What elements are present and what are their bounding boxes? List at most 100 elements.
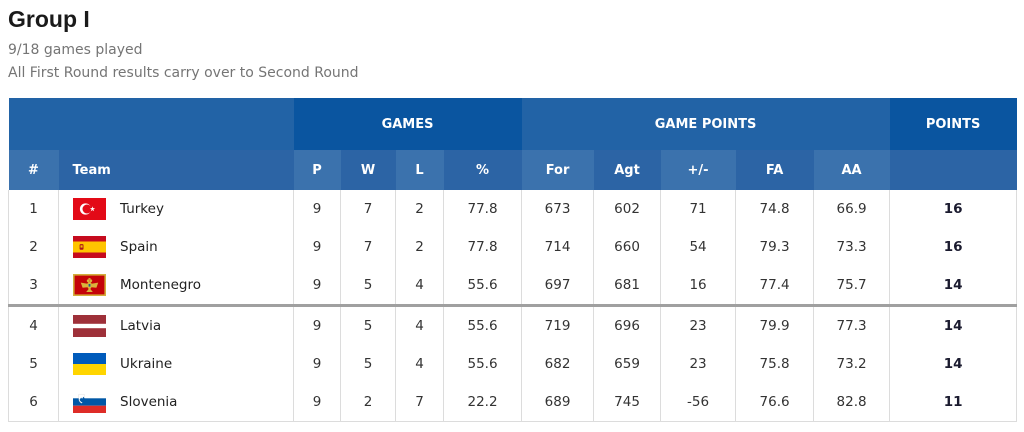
against-average-cell: 73.2 <box>813 345 890 383</box>
team-cell[interactable]: Ukraine <box>58 345 294 383</box>
latvia-flag-icon <box>73 315 106 337</box>
losses-cell: 4 <box>395 345 444 383</box>
games-played-cell: 9 <box>293 228 341 266</box>
team-name-link[interactable]: Turkey <box>120 201 164 217</box>
team-cell[interactable]: Montenegro <box>58 266 294 306</box>
points-for-cell: 719 <box>521 304 594 345</box>
games-played-cell: 9 <box>293 383 341 422</box>
plus-minus-cell: 23 <box>660 345 736 383</box>
col-header-points-against: Agt <box>593 150 661 190</box>
table-header: GAMES GAME POINTS POINTS # Team P W L % … <box>8 98 1017 190</box>
team-cell[interactable]: Latvia <box>58 304 294 345</box>
win-pct-cell: 55.6 <box>442 304 522 345</box>
losses-cell: 2 <box>395 228 444 266</box>
wins-cell: 5 <box>340 345 396 383</box>
turkey-flag-icon <box>73 198 106 220</box>
for-average-cell: 79.3 <box>735 228 814 266</box>
team-name-link[interactable]: Ukraine <box>120 356 173 372</box>
points-for-cell: 689 <box>521 383 594 422</box>
plus-minus-cell: 23 <box>660 304 736 345</box>
plus-minus-cell: -56 <box>660 383 736 422</box>
team-standings-row[interactable]: 1 Turkey 9 7 2 77.8 673 602 71 74.8 66.9… <box>8 190 1018 228</box>
rank-cell: 5 <box>8 345 59 383</box>
group-standings-page: Group I 9/18 games played All First Roun… <box>8 6 1018 422</box>
standings-body: 1 Turkey 9 7 2 77.8 673 602 71 74.8 66.9… <box>8 190 1018 422</box>
points-against-cell: 660 <box>593 228 661 266</box>
team-standings-row[interactable]: 5 Ukraine 9 5 4 55.6 682 659 23 75.8 73.… <box>8 345 1018 383</box>
against-average-cell: 66.9 <box>813 190 890 228</box>
team-name-link[interactable]: Latvia <box>120 318 162 334</box>
rank-cell: 6 <box>8 383 59 422</box>
col-header-team: Team <box>58 150 294 190</box>
points-against-cell: 681 <box>593 266 661 306</box>
group-header-points: POINTS <box>889 98 1017 150</box>
win-pct-cell: 77.8 <box>442 190 522 228</box>
win-pct-cell: 22.2 <box>442 383 522 422</box>
standings-points-cell: 14 <box>889 266 1018 306</box>
standings-points-cell: 16 <box>889 190 1018 228</box>
col-header-points-blank <box>889 150 1017 190</box>
wins-cell: 5 <box>340 266 396 306</box>
win-pct-cell: 55.6 <box>442 345 522 383</box>
standings-points-cell: 14 <box>889 345 1018 383</box>
losses-cell: 2 <box>395 190 444 228</box>
points-for-cell: 673 <box>521 190 594 228</box>
points-against-cell: 745 <box>593 383 661 422</box>
rank-cell: 3 <box>8 266 59 306</box>
against-average-cell: 75.7 <box>813 266 890 306</box>
col-header-against-average: AA <box>813 150 890 190</box>
team-cell[interactable]: Spain <box>58 228 294 266</box>
team-standings-row[interactable]: 2 Spain 9 7 2 77.8 714 660 54 79.3 73.3 … <box>8 228 1018 266</box>
plus-minus-cell: 71 <box>660 190 736 228</box>
rank-cell: 4 <box>8 304 59 345</box>
games-played-cell: 9 <box>293 304 341 345</box>
group-header-game-points: GAME POINTS <box>521 98 890 150</box>
rank-cell: 1 <box>8 190 59 228</box>
points-against-cell: 696 <box>593 304 661 345</box>
standings-points-cell: 11 <box>889 383 1018 422</box>
rank-cell: 2 <box>8 228 59 266</box>
games-played-cell: 9 <box>293 345 341 383</box>
wins-cell: 2 <box>340 383 396 422</box>
page-title: Group I <box>8 6 90 32</box>
games-played-cell: 9 <box>293 266 341 306</box>
for-average-cell: 79.9 <box>735 304 814 345</box>
standings-points-cell: 14 <box>889 304 1018 345</box>
col-header-played: P <box>293 150 341 190</box>
against-average-cell: 82.8 <box>813 383 890 422</box>
team-standings-row[interactable]: 3 Montenegro 9 5 4 55.6 697 681 16 77.4 … <box>8 266 1018 306</box>
team-cell[interactable]: Turkey <box>58 190 294 228</box>
losses-cell: 4 <box>395 266 444 306</box>
montenegro-flag-icon <box>73 274 106 296</box>
team-name-link[interactable]: Montenegro <box>120 277 202 293</box>
plus-minus-cell: 54 <box>660 228 736 266</box>
losses-cell: 7 <box>395 383 444 422</box>
standings-table: GAMES GAME POINTS POINTS # Team P W L % … <box>8 98 1018 422</box>
carryover-note: All First Round results carry over to Se… <box>8 65 359 81</box>
col-header-plus-minus: +/- <box>660 150 736 190</box>
team-name-link[interactable]: Spain <box>120 239 158 255</box>
games-played-text: 9/18 games played <box>8 42 143 58</box>
team-standings-row[interactable]: 4 Latvia 9 5 4 55.6 719 696 23 79.9 77.3… <box>8 304 1018 345</box>
group-header-blank <box>8 98 294 150</box>
points-for-cell: 697 <box>521 266 594 306</box>
team-cell[interactable]: Slovenia <box>58 383 294 422</box>
losses-cell: 4 <box>395 304 444 345</box>
against-average-cell: 73.3 <box>813 228 890 266</box>
col-header-wins: W <box>340 150 396 190</box>
group-header-games: GAMES <box>293 98 522 150</box>
for-average-cell: 75.8 <box>735 345 814 383</box>
wins-cell: 7 <box>340 228 396 266</box>
win-pct-cell: 55.6 <box>442 266 522 306</box>
col-header-win-pct: % <box>443 150 522 190</box>
col-header-rank: # <box>8 150 59 190</box>
spain-flag-icon <box>73 236 106 258</box>
standings-points-cell: 16 <box>889 228 1018 266</box>
for-average-cell: 76.6 <box>735 383 814 422</box>
team-name-link[interactable]: Slovenia <box>120 394 178 410</box>
col-header-for-average: FA <box>735 150 814 190</box>
points-against-cell: 602 <box>593 190 661 228</box>
team-standings-row[interactable]: 6 Slovenia 9 2 7 22.2 689 745 -56 76.6 8… <box>8 383 1018 422</box>
col-header-points-for: For <box>521 150 594 190</box>
points-against-cell: 659 <box>593 345 661 383</box>
